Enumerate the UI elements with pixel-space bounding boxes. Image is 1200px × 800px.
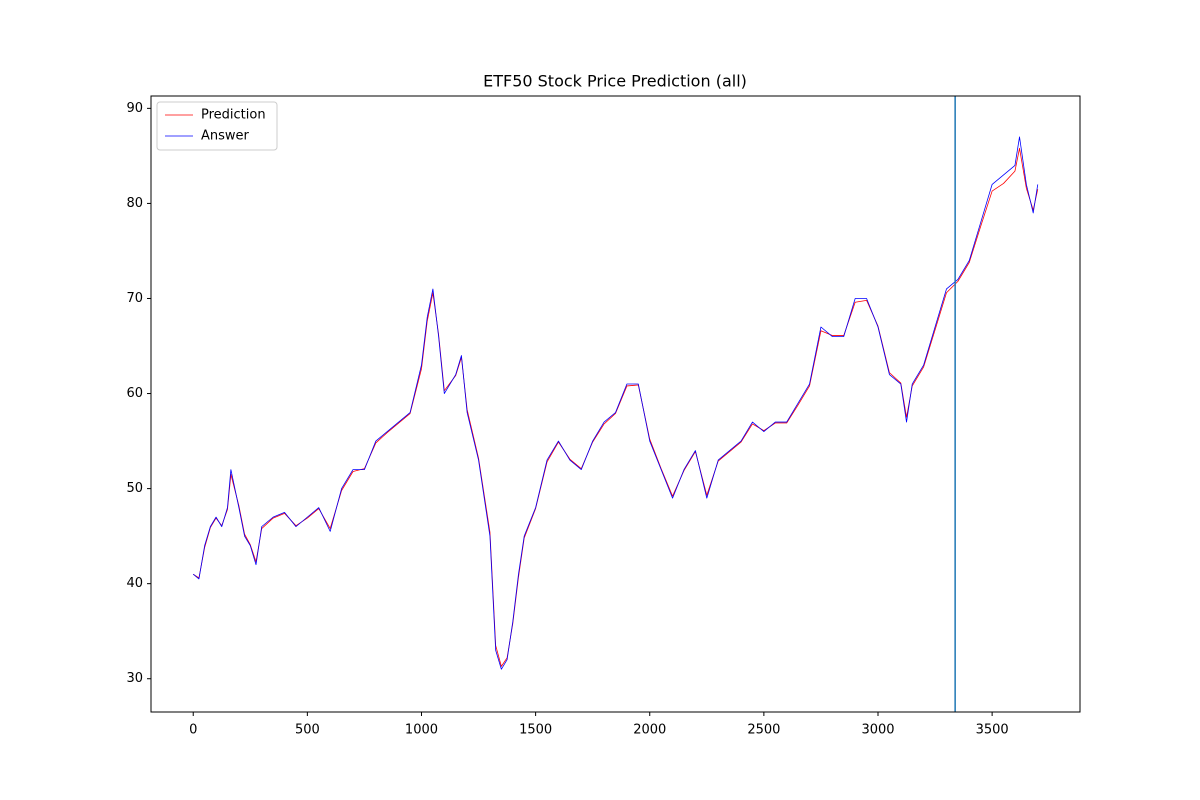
- plot-frame: [150, 95, 1081, 713]
- x-tick-label: 1500: [519, 723, 552, 738]
- x-tick-label: 3000: [861, 723, 894, 738]
- x-tick-label: 2000: [633, 723, 666, 738]
- y-tick-label: 50: [126, 481, 143, 496]
- x-tick-label: 1000: [405, 723, 438, 738]
- x-tick-label: 0: [189, 723, 197, 738]
- series-line: [193, 147, 1039, 667]
- y-tick-label: 90: [126, 101, 143, 116]
- legend-box: [156, 101, 278, 151]
- y-tick-label: 30: [126, 671, 143, 686]
- x-tick-label: 2500: [747, 723, 780, 738]
- y-tick-label: 70: [126, 291, 143, 306]
- y-tick-label: 80: [126, 196, 143, 211]
- series-line: [192, 136, 1039, 670]
- legend-label: Answer: [201, 129, 250, 144]
- x-tick-label: 500: [295, 723, 320, 738]
- legend-label: Prediction: [201, 108, 266, 123]
- x-tick-label: 3500: [976, 723, 1009, 738]
- y-tick-label: 60: [126, 386, 143, 401]
- y-tick-label: 40: [126, 576, 143, 591]
- chart-title: ETF50 Stock Price Prediction (all): [483, 72, 747, 91]
